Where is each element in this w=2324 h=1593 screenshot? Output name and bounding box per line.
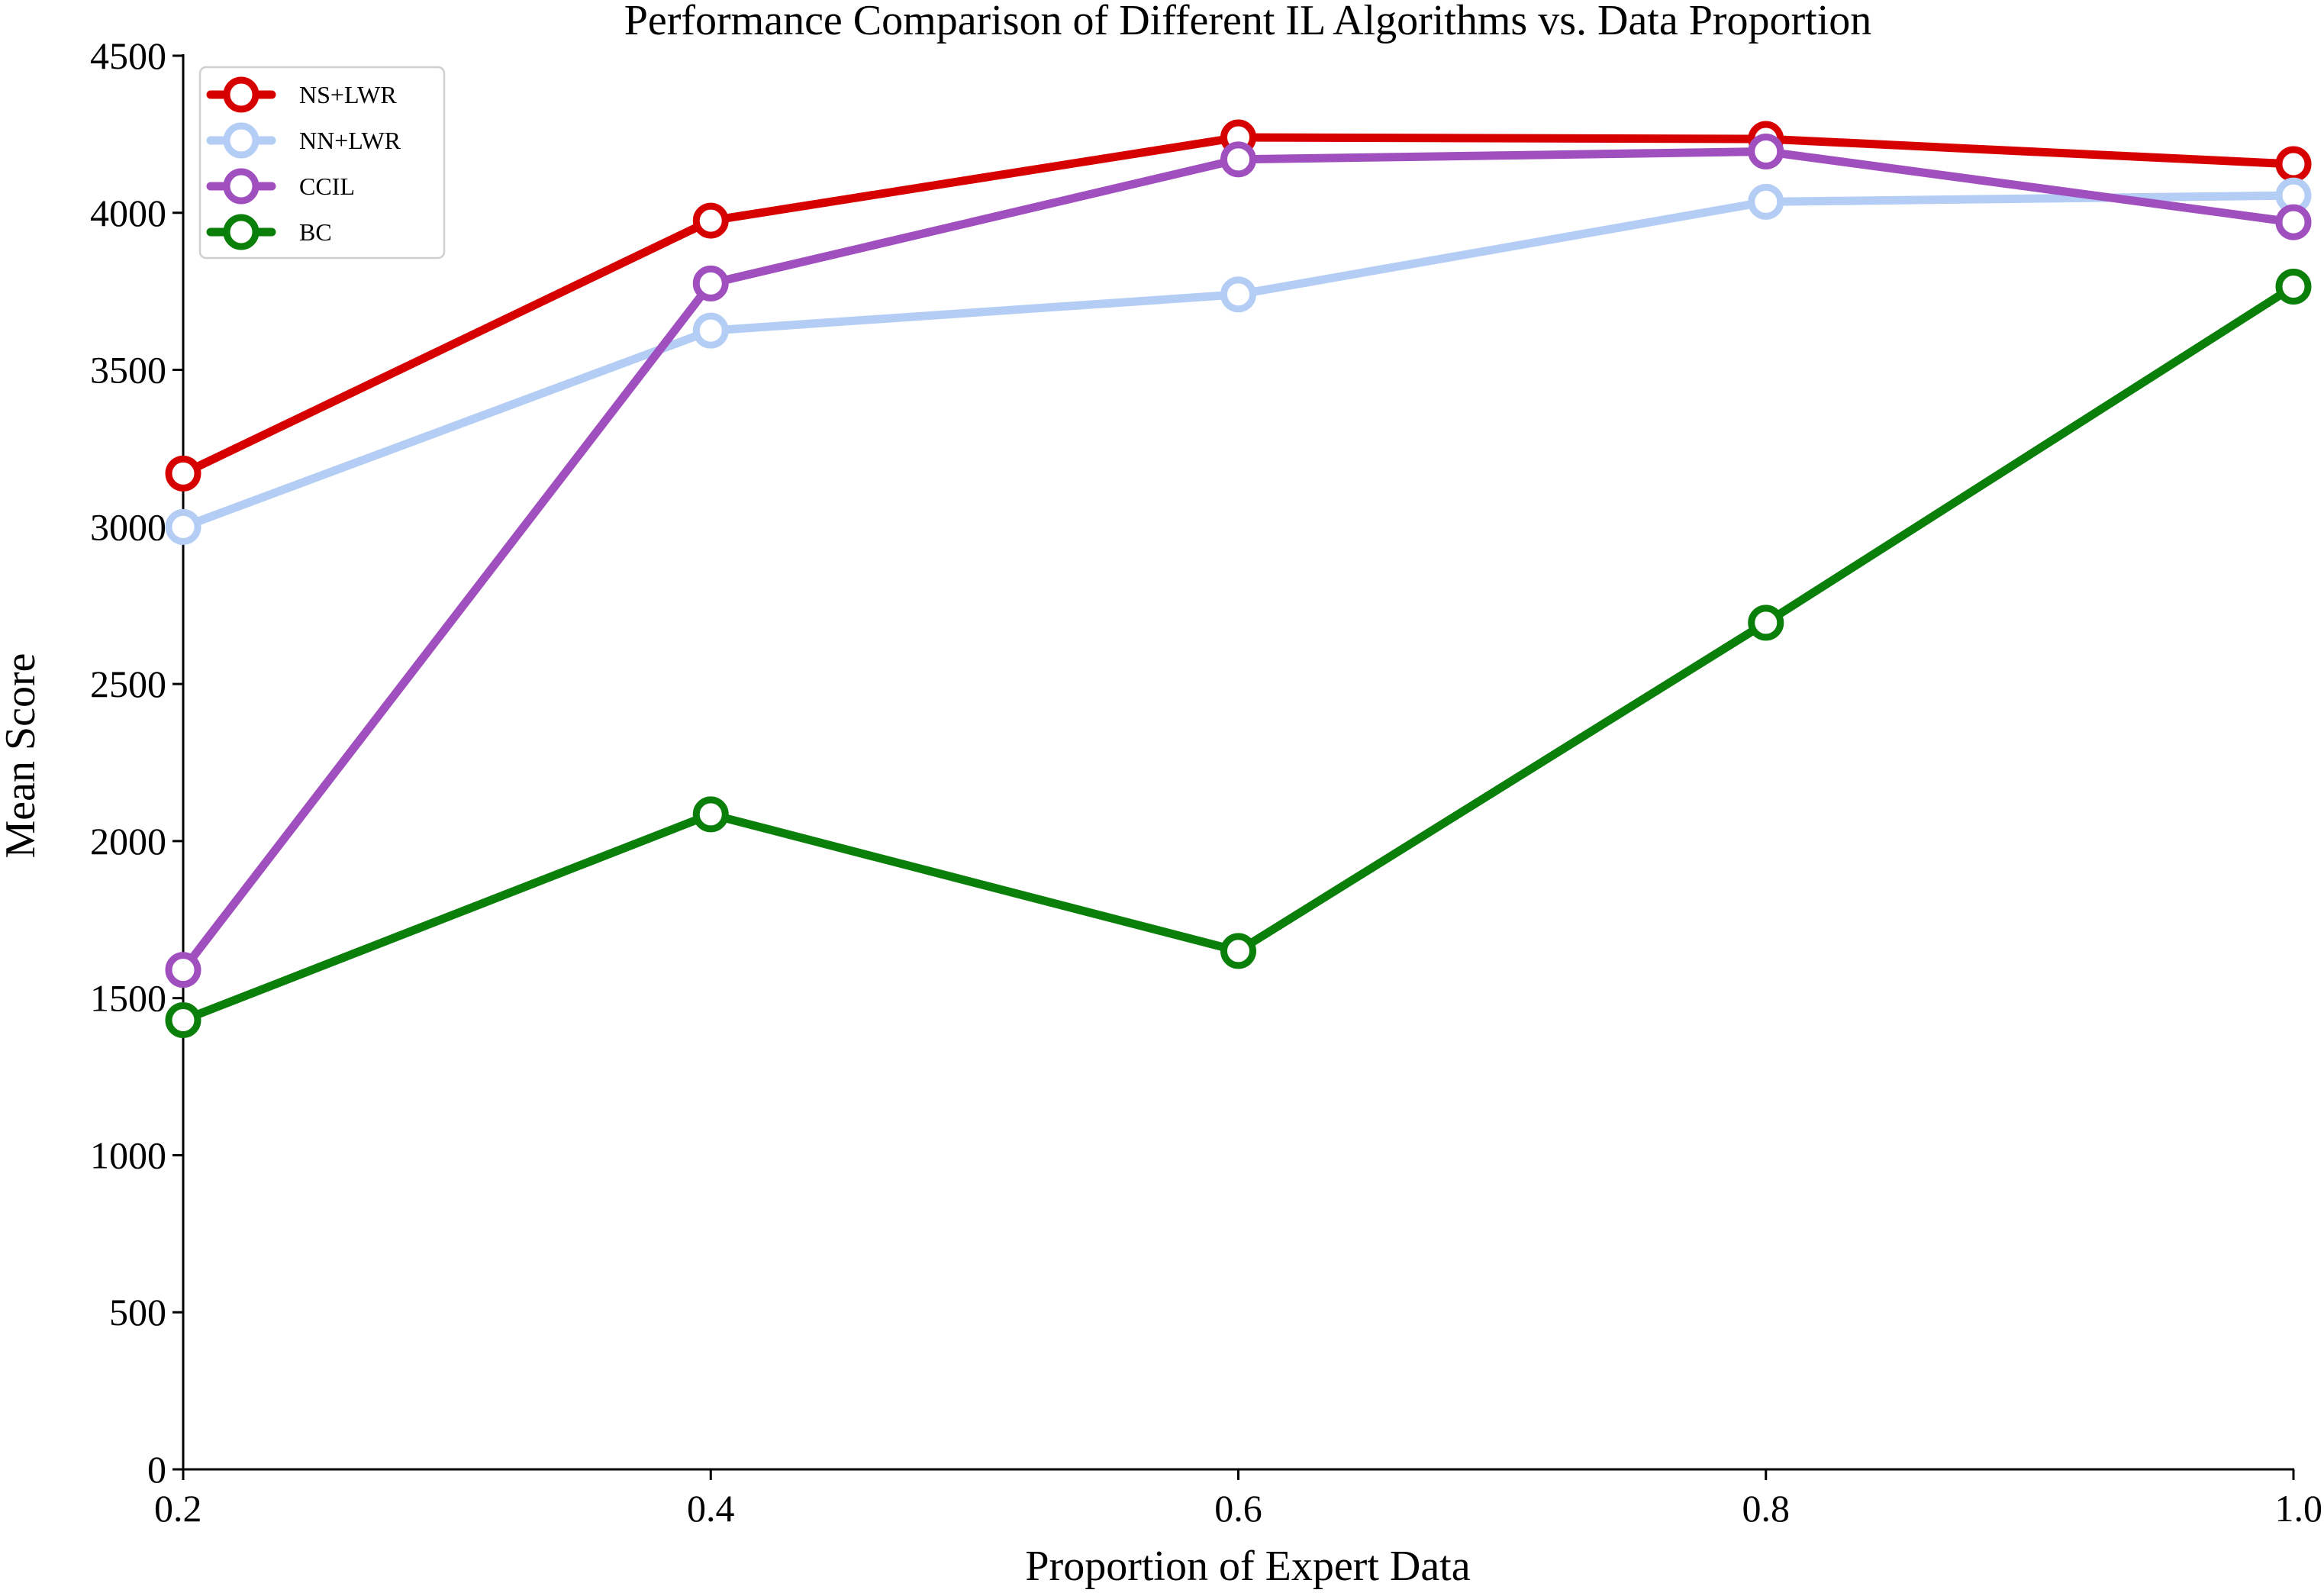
legend-label: CCIL <box>299 173 355 200</box>
legend-item-nn-lwr: NN+LWR <box>206 122 401 159</box>
x-tick-label: 0.4 <box>687 1487 735 1530</box>
y-tick-label: 1500 <box>90 977 166 1020</box>
legend-item-ns-lwr: NS+LWR <box>206 76 397 113</box>
data-point-ccil <box>1220 141 1256 178</box>
legend: NS+LWR NN+LWR CCIL BC <box>198 66 446 260</box>
legend-item-ccil: CCIL <box>206 168 355 205</box>
data-point-ns-lwr <box>692 202 729 239</box>
y-tick-label: 2000 <box>90 820 166 863</box>
data-point-ns-lwr <box>2275 146 2312 182</box>
legend-label: BC <box>299 218 332 246</box>
y-axis-title: Mean Score <box>0 653 44 858</box>
data-point-bc <box>1220 933 1256 969</box>
data-point-ccil <box>2275 204 2312 240</box>
y-tick-label: 3500 <box>90 349 166 392</box>
plot-area <box>165 119 2312 1038</box>
series-ccil <box>165 134 2312 988</box>
legend-label: NS+LWR <box>299 81 397 108</box>
y-tick-label: 2500 <box>90 663 166 705</box>
y-tick-label: 1000 <box>90 1133 166 1176</box>
data-point-ns-lwr <box>165 455 201 492</box>
legend-swatch-marker <box>223 122 259 159</box>
series-line-bc <box>179 282 2298 1024</box>
data-point-ccil <box>692 265 729 302</box>
x-axis-title: Proportion of Expert Data <box>1025 1543 1470 1590</box>
data-point-bc <box>165 1001 201 1038</box>
data-point-bc <box>692 796 729 833</box>
legend-swatch-marker <box>223 76 259 113</box>
series-line-ccil <box>179 147 2298 975</box>
series-line-nn-lwr <box>179 191 2298 531</box>
data-point-nn-lwr <box>1748 183 1784 220</box>
data-point-nn-lwr <box>692 312 729 349</box>
axes: 0 500 1000 1500 2000 2500 3000 3500 4000 4500 0.2 0… <box>90 34 2322 1530</box>
y-tick-label: 4500 <box>90 34 166 77</box>
y-tick-label: 0 <box>147 1448 166 1491</box>
legend-box <box>198 66 446 260</box>
legend-label: NN+LWR <box>299 127 401 154</box>
y-tick-label: 4000 <box>90 192 166 234</box>
x-tick-label: 1.0 <box>2275 1487 2323 1530</box>
series-bc <box>165 268 2312 1038</box>
series-nn-lwr <box>165 177 2312 545</box>
y-tick-label: 3000 <box>90 505 166 548</box>
data-point-bc <box>2275 268 2312 305</box>
data-point-ccil <box>1748 134 1784 170</box>
y-tick-label: 500 <box>109 1291 166 1333</box>
x-tick-label: 0.8 <box>1742 1487 1791 1530</box>
data-point-nn-lwr <box>1220 276 1256 313</box>
legend-item-bc: BC <box>206 214 332 250</box>
legend-swatch-marker <box>223 168 259 205</box>
data-point-nn-lwr <box>165 508 201 545</box>
data-point-bc <box>1748 605 1784 641</box>
legend-swatch-marker <box>223 214 259 250</box>
data-point-ccil <box>165 952 201 988</box>
x-tick-label: 0.6 <box>1214 1487 1262 1530</box>
x-tick-label: 0.2 <box>154 1487 202 1530</box>
chart-title: Performance Comparison of Different IL A… <box>624 0 1872 44</box>
